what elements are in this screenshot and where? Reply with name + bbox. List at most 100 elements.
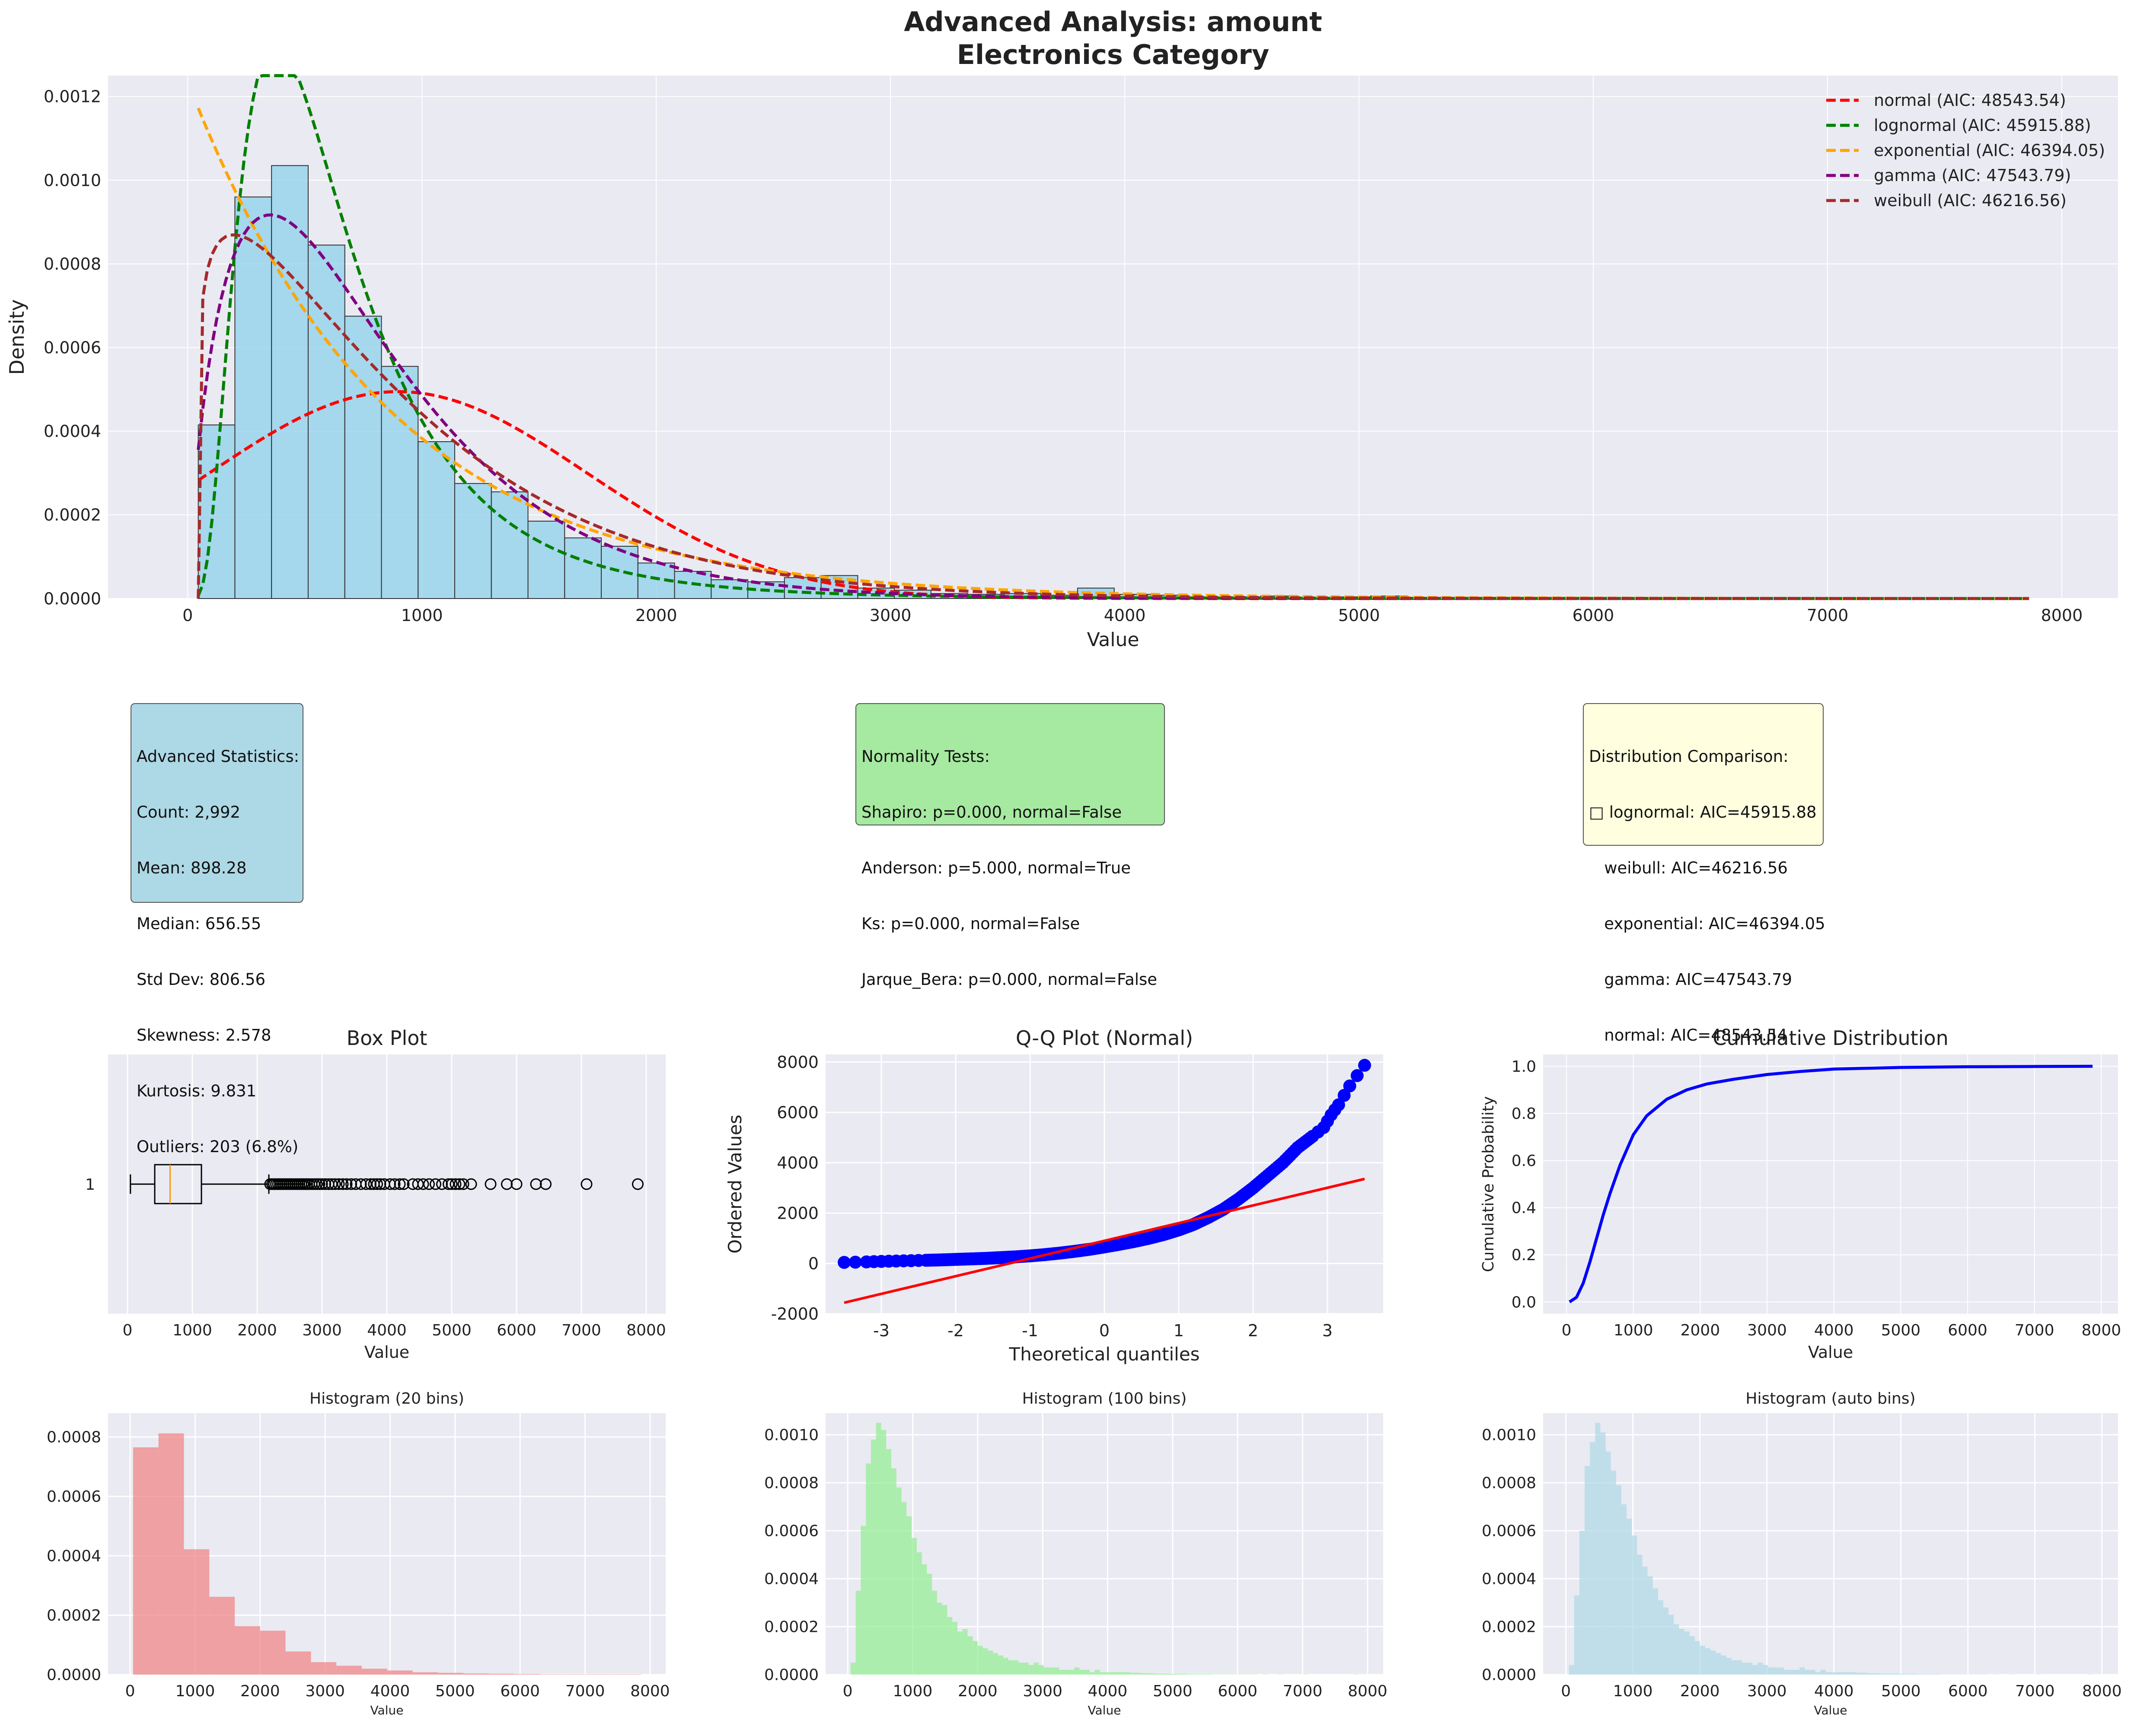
histogram-bar <box>912 1538 917 1675</box>
histogram-bar <box>1910 1674 1915 1675</box>
histogram-bar <box>1994 1674 1999 1675</box>
histogram-bar <box>1952 1674 1957 1675</box>
histogram-bar <box>1186 1674 1192 1675</box>
legend-label: lognormal (AIC: 45915.88) <box>1874 116 2091 135</box>
chart-subtitle: Electronics Category <box>957 39 1270 70</box>
histogram-bar <box>488 1673 514 1675</box>
histogram-bar <box>1652 1588 1658 1675</box>
outlier-point <box>423 1178 435 1190</box>
legend-label: weibull (AIC: 46216.56) <box>1874 191 2067 210</box>
stats-line: Median: 656.55 <box>137 914 262 933</box>
histogram-bar <box>1679 1629 1684 1675</box>
histogram-bar <box>1135 1672 1141 1675</box>
histogram-bar <box>1742 1663 1748 1675</box>
qq-point <box>1343 1079 1356 1093</box>
histogram-bar <box>1074 1667 1080 1675</box>
x-tick-label: 4000 <box>1814 1322 1854 1339</box>
histogram-bar <box>1028 1665 1034 1675</box>
y-axis-label: Ordered Values <box>724 1115 746 1254</box>
histogram-bar <box>1085 1669 1090 1675</box>
histogram-bar <box>311 1662 337 1675</box>
histogram-bar <box>1176 1674 1181 1675</box>
histogram-bar <box>1595 1423 1601 1675</box>
histogram-bar <box>1836 1672 1842 1675</box>
y-tick-label: 0.0006 <box>44 338 101 357</box>
histogram-bar <box>962 1629 968 1675</box>
x-tick-label: 5000 <box>1881 1682 1921 1700</box>
histogram-bar <box>891 1468 896 1675</box>
histogram-bar <box>886 1449 892 1675</box>
y-tick-label: 0.0002 <box>764 1618 819 1636</box>
y-tick-label: 8000 <box>777 1053 819 1072</box>
distribution-comparison-box: Distribution Comparison: □ lognormal: AI… <box>1583 703 1825 1045</box>
x-tick-label: 6000 <box>1948 1682 1988 1700</box>
x-tick-label: 2000 <box>240 1682 280 1700</box>
histogram-auto-chart: 0 1000 2000 3000 4000 5000 6000 7000 8000 0.0000 0… <box>1482 1390 2122 1717</box>
histogram-bar <box>1237 1674 1242 1675</box>
histogram-bar <box>1883 1673 1889 1675</box>
histogram-bar <box>1736 1660 1742 1675</box>
histogram-bar <box>1773 1667 1779 1675</box>
dist-line: □ lognormal: AIC=45915.88 <box>1589 803 1817 822</box>
histogram-bar <box>1125 1672 1130 1675</box>
y-tick-label: 0.4 <box>1512 1199 1536 1217</box>
histogram-bar <box>1689 1636 1695 1675</box>
dist-line: Distribution Comparison: <box>1589 747 1789 766</box>
x-tick-label: 2 <box>1248 1321 1258 1340</box>
histogram-bar <box>1140 1673 1146 1675</box>
histogram-bar <box>1878 1673 1884 1675</box>
histogram-bar <box>1627 1519 1632 1675</box>
histogram-bar <box>1049 1667 1054 1675</box>
outlier-point <box>394 1178 406 1190</box>
y-tick-label: 0.0000 <box>764 1666 819 1684</box>
histogram-bar <box>1354 1674 1359 1675</box>
histogram-bar <box>1941 1674 1947 1675</box>
y-tick-label: 0.0008 <box>1482 1475 1536 1492</box>
histogram-bar <box>235 1626 260 1675</box>
histogram-bar <box>1758 1663 1763 1675</box>
histogram-bar <box>1201 1674 1207 1675</box>
histogram-bar <box>1171 1674 1176 1675</box>
plot-area <box>1543 1054 2118 1314</box>
y-tick-label: 1.0 <box>1512 1058 1536 1076</box>
cdf-line <box>1569 1064 2093 1303</box>
histogram-bar <box>1668 1615 1674 1675</box>
histogram-bar <box>1915 1674 1920 1675</box>
qq-plot-chart: -3 -2 -1 0 1 2 3 -2000 0 2000 4000 6000 8000 Q-Q Plot… <box>724 1026 1383 1365</box>
normality-line: Jarque_Bera: p=0.000, normal=False <box>861 970 1158 989</box>
chart-title: Histogram (auto bins) <box>1745 1390 1915 1408</box>
qq-point <box>1337 1089 1351 1102</box>
histogram-bar <box>1894 1673 1899 1675</box>
normality-line: Anderson: p=5.000, normal=True <box>861 859 1131 877</box>
y-tick-label: 0 <box>808 1254 819 1273</box>
histogram-bar <box>866 1463 871 1675</box>
histogram-bar <box>1590 1442 1595 1675</box>
histogram-bar <box>336 1666 362 1675</box>
histogram-bar <box>1018 1663 1024 1675</box>
x-axis-label: Value <box>364 1343 409 1362</box>
histogram-bar <box>1574 1595 1579 1675</box>
histogram-20-chart: 0 1000 2000 3000 4000 5000 6000 7000 8000 0.0000 0… <box>47 1390 670 1717</box>
histogram-bar <box>2035 1674 2041 1675</box>
histogram-bar <box>1600 1432 1606 1675</box>
x-tick-label: 5000 <box>432 1322 472 1339</box>
histogram-bar <box>1064 1669 1069 1675</box>
x-tick-label: 0 <box>1562 1322 1572 1339</box>
outlier-point <box>333 1178 345 1190</box>
histogram-bar <box>861 1526 866 1675</box>
x-tick-label: 7000 <box>565 1682 605 1700</box>
stats-line: Mean: 898.28 <box>137 859 247 877</box>
x-tick-label: 1 <box>1174 1321 1184 1340</box>
histogram-bar <box>234 196 272 599</box>
histogram-bar <box>1815 1672 1821 1675</box>
histogram-bar <box>1252 1674 1258 1675</box>
dist-line: exponential: AIC=46394.05 <box>1589 914 1825 933</box>
y-tick-label: 2000 <box>777 1204 819 1223</box>
histogram-bar <box>1621 1504 1627 1675</box>
histogram-bar <box>1262 1674 1268 1675</box>
histogram-bar <box>1145 1673 1151 1675</box>
histogram-bar <box>1978 1674 1983 1675</box>
outlier-point <box>453 1178 466 1190</box>
qq-point <box>1332 1098 1345 1112</box>
histogram-bar <box>1105 1672 1110 1675</box>
